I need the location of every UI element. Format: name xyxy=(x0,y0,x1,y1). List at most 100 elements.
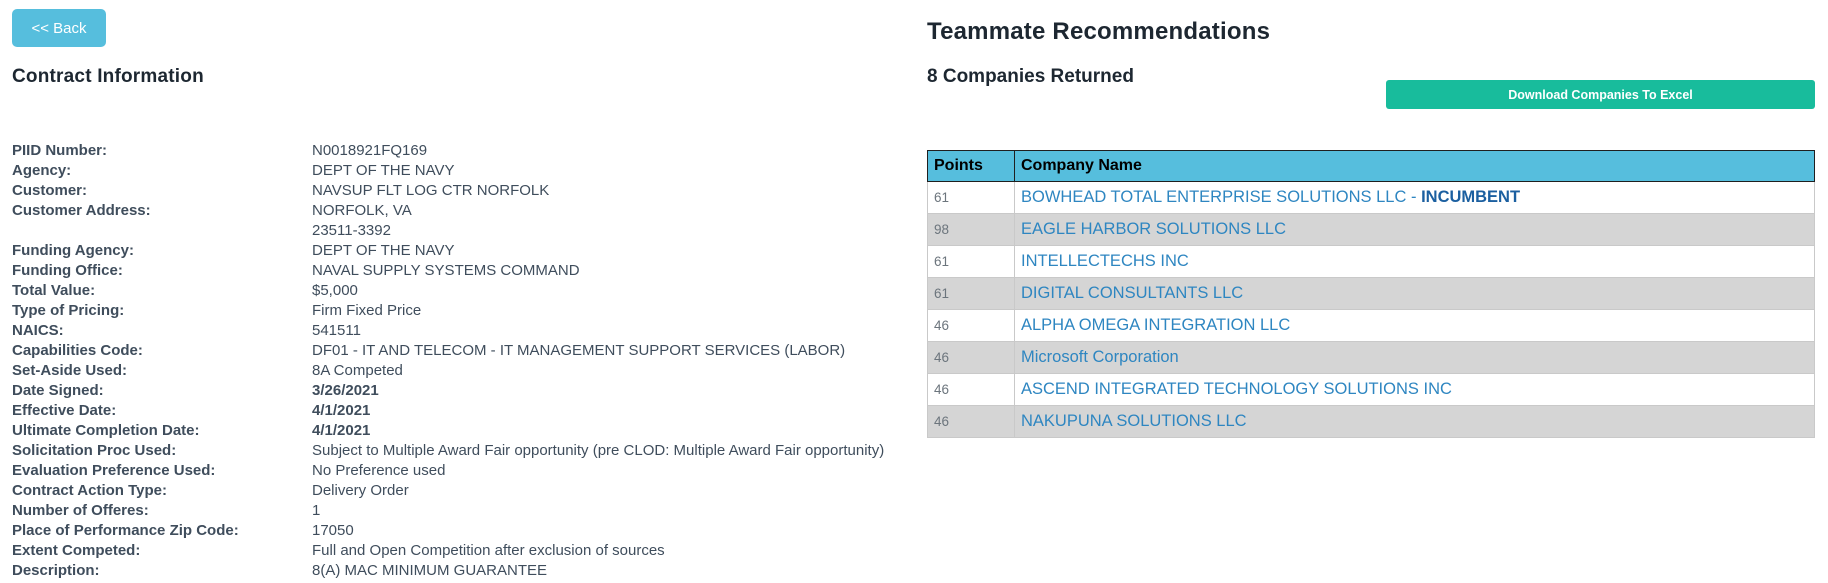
info-field-value: 4/1/2021 xyxy=(312,402,371,419)
recommendations-table-body: 61 BOWHEAD TOTAL ENTERPRISE SOLUTIONS LLC… xyxy=(927,181,1815,438)
info-field-label: Solicitation Proc Used: xyxy=(12,442,177,459)
info-field-label: Number of Offeres: xyxy=(12,502,149,519)
info-field-value: NAVAL SUPPLY SYSTEMS COMMAND xyxy=(312,262,580,279)
info-field-value: Delivery Order xyxy=(312,482,409,499)
points-cell: 46 xyxy=(927,373,1015,406)
info-field-label: Evaluation Preference Used: xyxy=(12,462,216,479)
table-row: 46 Microsoft Corporation xyxy=(927,341,1815,374)
companies-returned-count: 8 Companies Returned xyxy=(927,66,1134,87)
company-cell: ALPHA OMEGA INTEGRATION LLC xyxy=(1014,309,1815,342)
info-field-value: 541511 xyxy=(312,322,361,339)
info-field-label: Funding Agency: xyxy=(12,242,134,259)
info-field-value: DF01 - IT AND TELECOM - IT MANAGEMENT SU… xyxy=(312,342,846,359)
company-cell: NAKUPUNA SOLUTIONS LLC xyxy=(1014,405,1815,438)
info-field-value: 1 xyxy=(312,502,321,519)
back-button[interactable]: << Back xyxy=(12,9,106,47)
info-field-value: Full and Open Competition after exclusio… xyxy=(312,542,665,559)
company-cell: Microsoft Corporation xyxy=(1014,341,1815,374)
info-field-label: Effective Date: xyxy=(12,402,117,419)
info-field-value: 8(A) MAC MINIMUM GUARANTEE xyxy=(312,562,548,579)
info-row: Agency: DEPT OF THE NAVY xyxy=(12,161,1512,181)
info-row: Effective Date: 4/1/2021 xyxy=(12,401,1512,421)
info-row: Type of Pricing: Firm Fixed Price xyxy=(12,301,1512,321)
info-field-value: Subject to Multiple Award Fair opportuni… xyxy=(312,442,885,459)
info-row: Set-Aside Used: 8A Competed xyxy=(12,361,1512,381)
info-field-label: Type of Pricing: xyxy=(12,302,125,319)
download-companies-button[interactable]: Download Companies To Excel xyxy=(1386,80,1815,109)
info-field-label: Customer Address: xyxy=(12,202,151,219)
points-cell: 61 xyxy=(927,181,1015,214)
info-field-label: Extent Competed: xyxy=(12,542,141,559)
info-field-label: Description: xyxy=(12,562,100,579)
points-cell: 46 xyxy=(927,405,1015,438)
company-link[interactable]: BOWHEAD TOTAL ENTERPRISE SOLUTIONS LLC -… xyxy=(1021,188,1521,206)
info-field-label xyxy=(12,221,312,241)
table-row: 46 ASCEND INTEGRATED TECHNOLOGY SOLUTIONS… xyxy=(927,373,1815,406)
points-cell: 61 xyxy=(927,245,1015,278)
table-row: 61 BOWHEAD TOTAL ENTERPRISE SOLUTIONS LLC… xyxy=(927,181,1815,214)
info-row: Capabilities Code: DF01 - IT AND TELECOM … xyxy=(12,341,1512,361)
company-link[interactable]: INTELLECTECHS INC xyxy=(1021,252,1189,270)
company-cell: INTELLECTECHS INC xyxy=(1014,245,1815,278)
info-row: Contract Action Type: Delivery Order xyxy=(12,481,1512,501)
company-link[interactable]: NAKUPUNA SOLUTIONS LLC xyxy=(1021,412,1247,430)
company-link[interactable]: ASCEND INTEGRATED TECHNOLOGY SOLUTIONS I… xyxy=(1021,380,1452,398)
info-field-value: DEPT OF THE NAVY xyxy=(312,242,455,259)
info-field-value: DEPT OF THE NAVY xyxy=(312,162,455,179)
info-field-value: NORFOLK, VA xyxy=(312,202,412,219)
contract-information-title: Contract Information xyxy=(12,66,204,87)
company-link[interactable]: EAGLE HARBOR SOLUTIONS LLC xyxy=(1021,220,1286,238)
points-cell: 46 xyxy=(927,309,1015,342)
info-field-value: 23511-3392 xyxy=(312,222,391,239)
table-row: 98 EAGLE HARBOR SOLUTIONS LLC xyxy=(927,213,1815,246)
info-field-label: Place of Performance Zip Code: xyxy=(12,522,239,539)
points-column-header[interactable]: Points xyxy=(927,150,1015,182)
info-row: NAICS: 541511 xyxy=(12,321,1512,341)
company-name-column-header[interactable]: Company Name xyxy=(1014,150,1815,182)
table-row: 61 DIGITAL CONSULTANTS LLC xyxy=(927,277,1815,310)
info-row: Place of Performance Zip Code: 17050 xyxy=(12,521,1512,541)
info-field-value: 17050 xyxy=(312,522,354,539)
company-cell: DIGITAL CONSULTANTS LLC xyxy=(1014,277,1815,310)
incumbent-separator: - xyxy=(1406,188,1422,206)
company-cell: ASCEND INTEGRATED TECHNOLOGY SOLUTIONS I… xyxy=(1014,373,1815,406)
info-row: 23511-3392 xyxy=(12,221,1512,241)
info-row: Date Signed: 3/26/2021 xyxy=(12,381,1512,401)
info-field-label: Ultimate Completion Date: xyxy=(12,422,200,439)
info-field-label: Agency: xyxy=(12,162,72,179)
info-field-label: Total Value: xyxy=(12,282,96,299)
company-link[interactable]: DIGITAL CONSULTANTS LLC xyxy=(1021,284,1244,302)
info-field-label: Funding Office: xyxy=(12,262,123,279)
company-cell: EAGLE HARBOR SOLUTIONS LLC xyxy=(1014,213,1815,246)
info-row: Description: 8(A) MAC MINIMUM GUARANTEE xyxy=(12,561,1512,581)
info-row: Evaluation Preference Used: No Preference… xyxy=(12,461,1512,481)
info-field-value: No Preference used xyxy=(312,462,446,479)
info-field-label: Contract Action Type: xyxy=(12,482,168,499)
info-row: Customer: NAVSUP FLT LOG CTR NORFOLK xyxy=(12,181,1512,201)
info-field-value: Firm Fixed Price xyxy=(312,302,422,319)
company-cell: BOWHEAD TOTAL ENTERPRISE SOLUTIONS LLC -… xyxy=(1014,181,1815,214)
info-row: PIID Number: N0018921FQ169 xyxy=(12,141,1512,161)
company-link[interactable]: ALPHA OMEGA INTEGRATION LLC xyxy=(1021,316,1291,334)
table-row: 46 ALPHA OMEGA INTEGRATION LLC xyxy=(927,309,1815,342)
info-field-value: 4/1/2021 xyxy=(312,422,371,439)
info-row: Funding Office: NAVAL SUPPLY SYSTEMS COMM… xyxy=(12,261,1512,281)
info-field-value: 8A Competed xyxy=(312,362,403,379)
info-field-label: Set-Aside Used: xyxy=(12,362,128,379)
recommendations-table: Points Company Name 61 BOWHEAD TOTAL ENTE… xyxy=(927,150,1815,438)
company-link[interactable]: Microsoft Corporation xyxy=(1021,348,1179,366)
info-field-label: NAICS: xyxy=(12,322,64,339)
info-field-label: Capabilities Code: xyxy=(12,342,143,359)
info-row: Funding Agency: DEPT OF THE NAVY xyxy=(12,241,1512,261)
info-field-value: N0018921FQ169 xyxy=(312,142,428,159)
info-field-value: 3/26/2021 xyxy=(312,382,379,399)
table-row: 61 INTELLECTECHS INC xyxy=(927,245,1815,278)
incumbent-badge: INCUMBENT xyxy=(1421,188,1521,206)
info-field-label: Date Signed: xyxy=(12,382,104,399)
info-field-value: $5,000 xyxy=(312,282,358,299)
teammate-recommendations-title: Teammate Recommendations xyxy=(927,18,1271,45)
contract-info-grid: PIID Number: N0018921FQ169 Agency: DEPT OF … xyxy=(12,141,1512,581)
info-row: Solicitation Proc Used: Subject to Multip… xyxy=(12,441,1512,461)
info-row: Total Value: $5,000 xyxy=(12,281,1512,301)
